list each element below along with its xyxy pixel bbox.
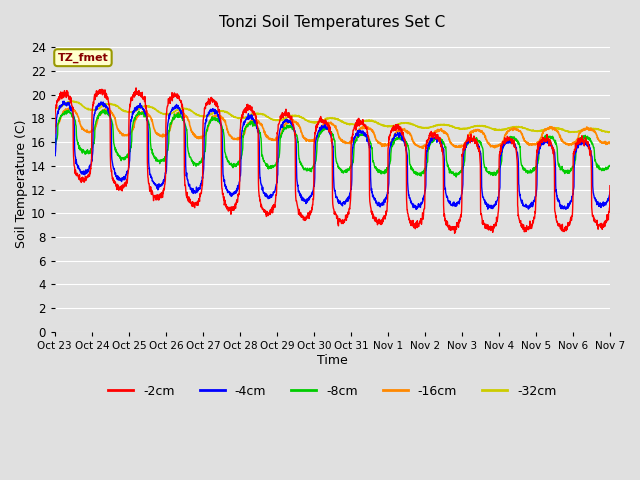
- Text: TZ_fmet: TZ_fmet: [58, 52, 108, 63]
- X-axis label: Time: Time: [317, 354, 348, 367]
- Title: Tonzi Soil Temperatures Set C: Tonzi Soil Temperatures Set C: [220, 15, 445, 30]
- Legend: -2cm, -4cm, -8cm, -16cm, -32cm: -2cm, -4cm, -8cm, -16cm, -32cm: [103, 380, 561, 403]
- Y-axis label: Soil Temperature (C): Soil Temperature (C): [15, 120, 28, 248]
